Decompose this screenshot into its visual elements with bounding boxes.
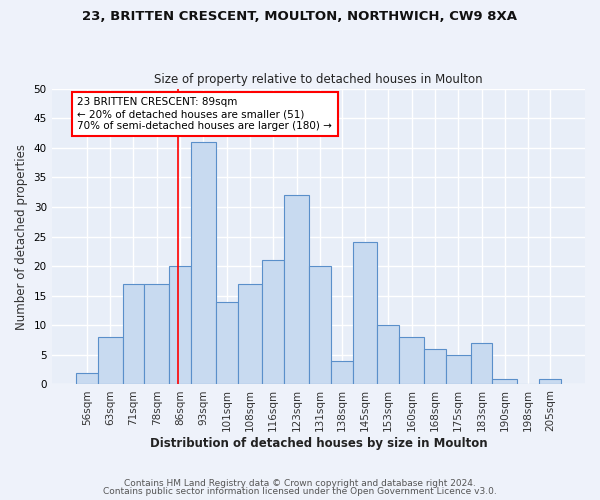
- Title: Size of property relative to detached houses in Moulton: Size of property relative to detached ho…: [154, 73, 482, 86]
- Bar: [98, 337, 122, 384]
- Bar: [144, 284, 169, 384]
- Bar: [424, 349, 446, 384]
- Bar: [399, 337, 424, 384]
- Bar: [470, 343, 493, 384]
- Bar: [309, 266, 331, 384]
- X-axis label: Distribution of detached houses by size in Moulton: Distribution of detached houses by size …: [149, 437, 487, 450]
- Bar: [331, 361, 353, 384]
- Y-axis label: Number of detached properties: Number of detached properties: [15, 144, 28, 330]
- Text: 23, BRITTEN CRESCENT, MOULTON, NORTHWICH, CW9 8XA: 23, BRITTEN CRESCENT, MOULTON, NORTHWICH…: [83, 10, 517, 23]
- Bar: [191, 142, 216, 384]
- Text: 23 BRITTEN CRESCENT: 89sqm
← 20% of detached houses are smaller (51)
70% of semi: 23 BRITTEN CRESCENT: 89sqm ← 20% of deta…: [77, 98, 332, 130]
- Text: Contains HM Land Registry data © Crown copyright and database right 2024.: Contains HM Land Registry data © Crown c…: [124, 478, 476, 488]
- Text: Contains public sector information licensed under the Open Government Licence v3: Contains public sector information licen…: [103, 487, 497, 496]
- Bar: [216, 302, 238, 384]
- Bar: [122, 284, 144, 384]
- Bar: [353, 242, 377, 384]
- Bar: [169, 266, 191, 384]
- Bar: [377, 326, 399, 384]
- Bar: [539, 378, 561, 384]
- Bar: [238, 284, 262, 384]
- Bar: [284, 195, 309, 384]
- Bar: [262, 260, 284, 384]
- Bar: [493, 378, 517, 384]
- Bar: [446, 355, 470, 384]
- Bar: [76, 372, 98, 384]
